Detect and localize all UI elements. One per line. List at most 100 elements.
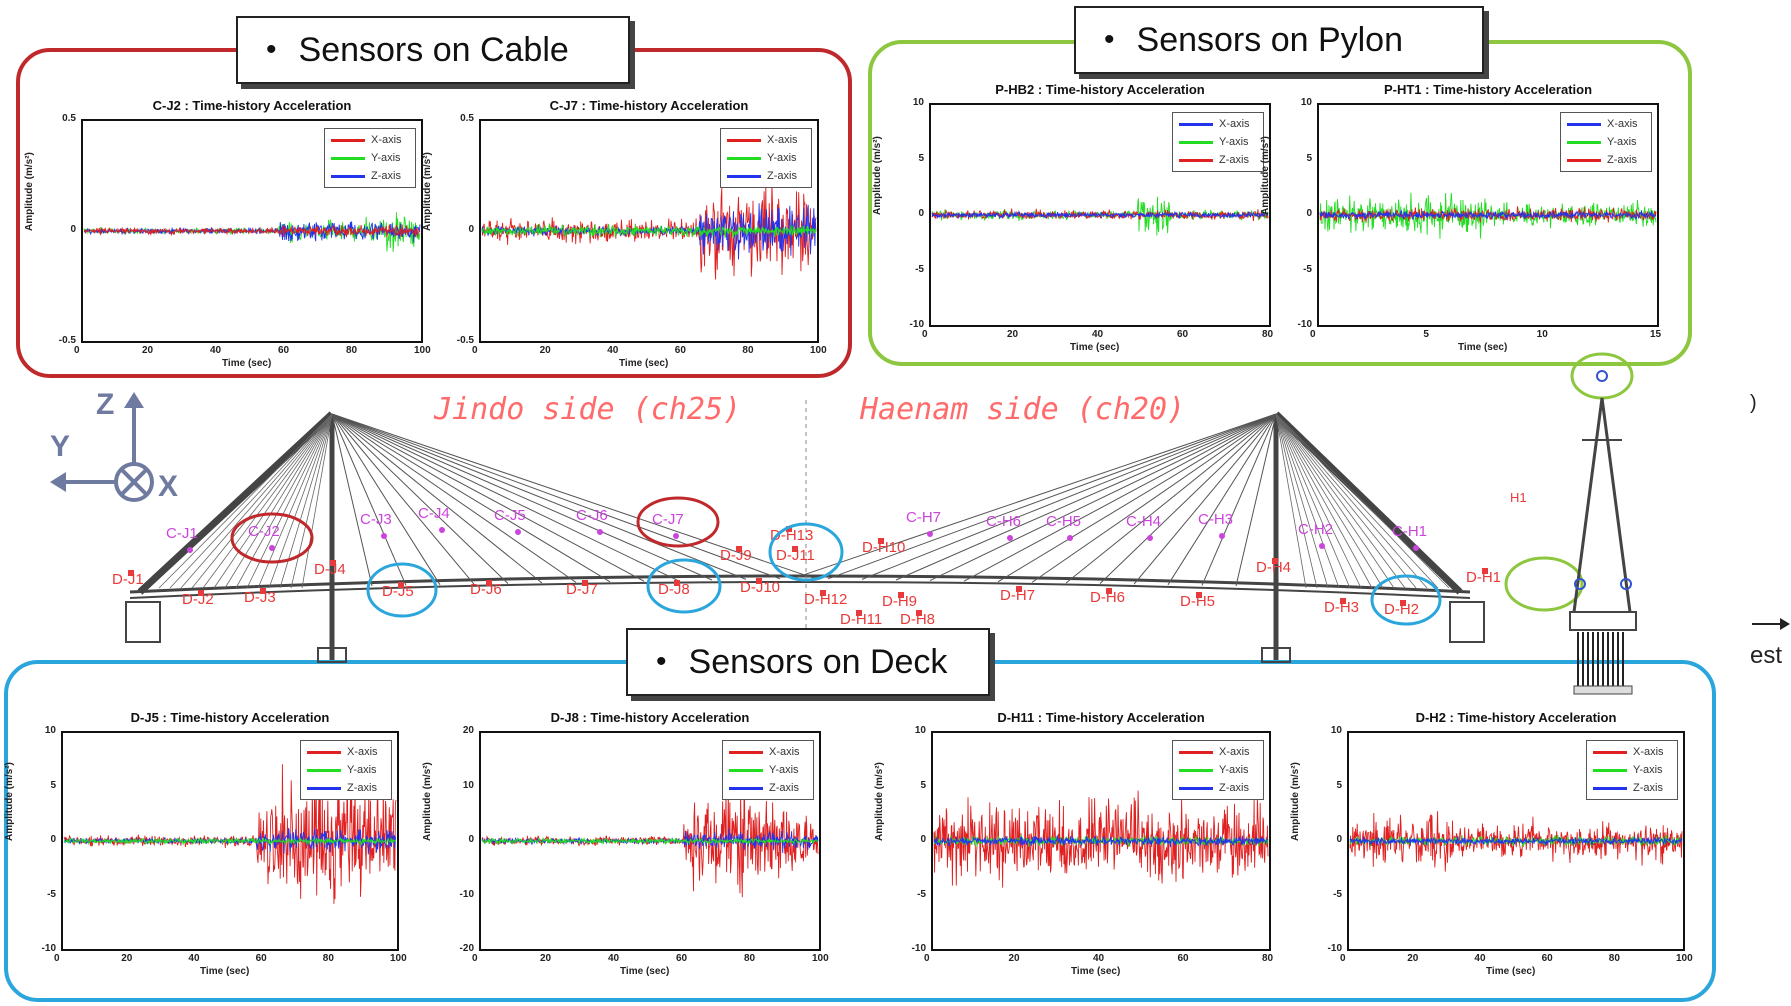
cable-sensor-highlight [230, 512, 314, 564]
plot-title: C-J7 : Time-history Acceleration [549, 98, 749, 113]
cable-sensor-marker [1147, 535, 1153, 541]
y-tick-label: -10 [909, 319, 924, 330]
y-tick-label: 10 [912, 97, 924, 108]
pylon-foundation [1261, 647, 1291, 663]
legend-entry: Y-axis [325, 149, 415, 167]
legend-entry: Z-axis [1173, 151, 1263, 169]
deck-sensor-label: D-J1 [112, 571, 144, 588]
plot-title: P-HB2 : Time-history Acceleration [995, 82, 1205, 97]
cable-sensor-label: C-H3 [1198, 511, 1233, 528]
deck-sensor-marker [820, 590, 826, 596]
y-tick-label: -5 [1303, 263, 1312, 275]
x-tick-label: 40 [1474, 953, 1486, 964]
stay-cable [1167, 413, 1277, 586]
y-tick-label: -20 [459, 943, 474, 954]
cable-sensor-label: C-J5 [494, 507, 526, 524]
y-tick-label: -5 [915, 263, 924, 275]
stay-cable [213, 413, 333, 589]
pylon-side-base [1573, 685, 1633, 695]
plot-pylon1: 10 5 0 -5 -10 0 20 40 60 80 Time (sec) Amplitude (m… [872, 82, 1273, 353]
deck-sensor-marker [856, 610, 862, 616]
x-tick-label: 40 [1093, 953, 1105, 964]
axis-y-label: Y [50, 430, 71, 463]
y-tick-label: 5 [50, 779, 56, 791]
deck-sensor-label: D-H5 [1180, 593, 1215, 610]
x-tick-label: 10 [1536, 329, 1548, 340]
legend-label: X-axis [1219, 118, 1250, 130]
x-tick-label: 20 [1407, 953, 1419, 964]
series-x-line [481, 785, 819, 898]
y-tick-label: -0.5 [58, 335, 76, 346]
deck-sensor-label: D-J4 [314, 561, 346, 578]
x-axis-label: Time (sec) [1486, 966, 1536, 977]
legend-entry: Z-axis [325, 167, 415, 185]
x-tick-label: 15 [1650, 329, 1662, 340]
deck-sensor-highlight [1370, 574, 1442, 626]
stay-cable [1275, 413, 1406, 589]
x-tick-label: 60 [1177, 329, 1189, 340]
y-tick-label: 0.5 [460, 113, 474, 124]
pylon-sensors-title: Sensors on Pylon [1136, 20, 1404, 59]
y-tick-label: -10 [1297, 319, 1312, 330]
y-tick-label: 0 [468, 224, 474, 235]
plot-deck2: 20 10 0 -10 -20 0 20 40 60 80 100 Time (sec) Amplitu… [422, 710, 829, 977]
plot-deck1: 10 5 0 -5 -10 0 20 40 60 80 100 Time (sec) Amplitude… [4, 710, 407, 977]
deck-sensor-label: D-H1 [1466, 569, 1501, 586]
deck-sensor-marker [1016, 586, 1022, 592]
x-tick-label: 0 [74, 345, 80, 356]
cable-sensor-marker [673, 533, 679, 539]
cable-sensor-marker [381, 533, 387, 539]
legend-entry: X-axis [1173, 115, 1263, 133]
y-tick-label: 0 [70, 224, 76, 235]
deck-sensor-marker [582, 580, 588, 586]
deck-sensor-label: D-J2 [182, 591, 214, 608]
legend-swatch [1593, 750, 1627, 754]
stay-cable [963, 413, 1277, 582]
series-z-line [1319, 206, 1657, 223]
deck-sensor-label: D-J8 [658, 581, 690, 598]
pylon-side-leg [1600, 397, 1632, 613]
legend-entry: Y-axis [1173, 133, 1263, 151]
legend-label: Y-axis [1633, 764, 1663, 776]
stay-cable [1275, 413, 1351, 589]
far-right-paren: ) [1750, 392, 1757, 414]
stay-cable [1275, 413, 1362, 589]
cable-sensor-marker [1067, 535, 1073, 541]
deck-sensor-label: D-H12 [804, 591, 847, 608]
legend-swatch [1567, 158, 1601, 162]
haenam-side-label: Haenam side (ch20) [860, 392, 1186, 427]
z-arrowhead [124, 392, 144, 408]
axis-z-label: Z [96, 388, 115, 421]
cable-sensors-label: • Sensors on Cable [236, 16, 630, 84]
stay-cable [1099, 413, 1277, 584]
cable-sensor-label: C-H7 [906, 509, 941, 526]
deck-sensor-marker [128, 570, 134, 576]
stay-cable [331, 413, 747, 580]
x-tick-label: 60 [1177, 953, 1189, 964]
stay-cable [1031, 413, 1277, 583]
x-tick-label: 60 [1541, 953, 1553, 964]
plot-title: D-H11 : Time-history Acceleration [997, 710, 1205, 725]
deck-sensor-label: D-J9 [720, 547, 752, 564]
abutment [1449, 601, 1485, 643]
deck-girder-lower [129, 581, 1471, 599]
deck-sensors-title: Sensors on Deck [688, 642, 948, 681]
deck-sensor-marker [878, 538, 884, 544]
y-tick-label: -10 [41, 943, 56, 954]
pylon-sensor-marker [1596, 370, 1608, 382]
deck-sensor-highlight [768, 522, 844, 582]
y-tick-label: 5 [1336, 779, 1342, 791]
legend-swatch [307, 786, 341, 790]
cable-sensor-label: C-H1 [1392, 523, 1427, 540]
cable-sensor-label: C-J6 [576, 507, 608, 524]
y-tick-label: 20 [462, 725, 474, 736]
legend-label: X-axis [769, 746, 800, 758]
cable-sensor-marker [1413, 545, 1419, 551]
pylon-side-pier [1569, 611, 1637, 631]
y-tick-label: -10 [911, 943, 926, 954]
deck-sensor-marker [898, 592, 904, 598]
y-tick-label: 0 [50, 834, 56, 845]
deck-sensor-label: D-H2 [1384, 601, 1419, 618]
deck-sensor-label: D-J6 [470, 581, 502, 598]
plot-legend: X-axis Y-axis Z-axis [1586, 740, 1678, 800]
